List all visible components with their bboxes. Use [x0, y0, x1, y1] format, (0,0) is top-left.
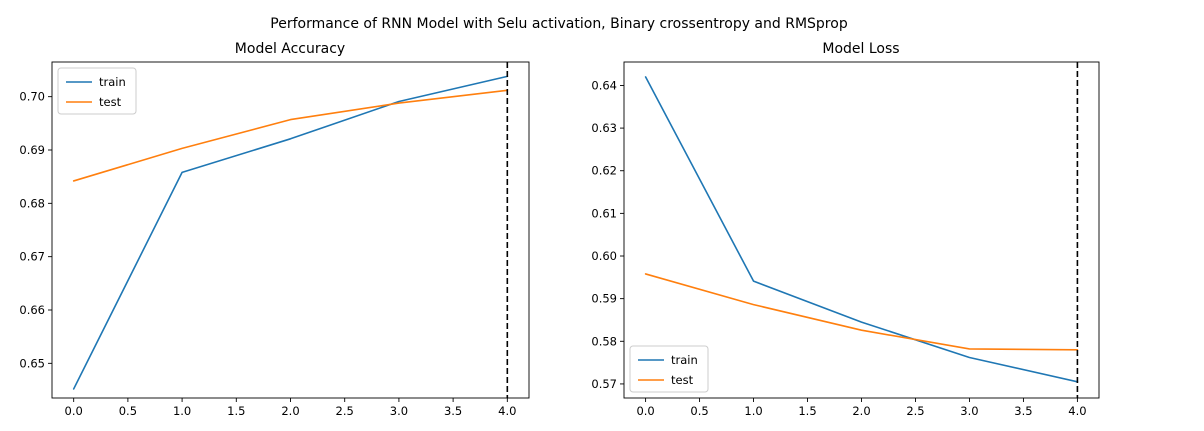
loss-legend: train test: [629, 345, 709, 393]
loss-x-tick-label: 3.0: [960, 404, 978, 418]
accuracy-legend-label-train: train: [99, 75, 126, 89]
loss-series-line-test: [644, 273, 1079, 351]
loss-y-tick-label: 0.61: [591, 206, 617, 220]
accuracy-x-tick-label: 1.5: [227, 404, 245, 418]
loss-title: Model Loss: [822, 41, 899, 57]
loss-y-tick-label: 0.57: [591, 377, 617, 391]
accuracy-x-tick-label: 2.0: [281, 404, 299, 418]
loss-x-tick-label: 2.5: [906, 404, 924, 418]
loss-series-line-train: [644, 76, 1079, 383]
loss-x-tick-label: 0.5: [690, 404, 708, 418]
loss-x-tick-label: 1.0: [744, 404, 762, 418]
accuracy-x-tick-label: 4.0: [498, 404, 516, 418]
accuracy-y-tick-label: 0.70: [19, 90, 45, 104]
accuracy-title: Model Accuracy: [235, 41, 345, 57]
accuracy-x-tick-label: 1.0: [173, 404, 191, 418]
accuracy-legend: train test: [57, 67, 137, 115]
loss-x-tick-label: 0.0: [636, 404, 654, 418]
loss-y-tick-label: 0.64: [591, 78, 617, 92]
loss-y-tick-label: 0.62: [591, 164, 617, 178]
accuracy-y-tick-label: 0.65: [19, 356, 45, 370]
accuracy-y-tick-label: 0.68: [19, 196, 45, 210]
loss-panel: Model Loss 0.0 0.5 1.0 1.5 2.0 2.5 3.0 3.5 4.00.…: [591, 41, 1100, 418]
accuracy-series-line-train: [72, 75, 509, 390]
accuracy-panel: Model Accuracy 0.0 0.5 1.0 1.5 2.0 2.5 3.0 3.5 4…: [19, 41, 530, 418]
accuracy-x-tick-label: 3.5: [444, 404, 462, 418]
loss-x-tick-label: 1.5: [798, 404, 816, 418]
accuracy-x-tick-label: 2.5: [336, 404, 354, 418]
figure-suptitle: Performance of RNN Model with Selu activ…: [270, 16, 848, 32]
loss-legend-label-train: train: [671, 353, 698, 367]
accuracy-y-tick-label: 0.69: [19, 143, 45, 157]
loss-plot-area: 0.0 0.5 1.0 1.5 2.0 2.5 3.0 3.5 4.0 0.57 0.58 0.59 0…: [591, 61, 1100, 418]
loss-y-tick-label: 0.60: [591, 249, 617, 263]
loss-x-tick-label: 4.0: [1068, 404, 1086, 418]
loss-y-tick-label: 0.58: [591, 334, 617, 348]
accuracy-legend-label-test: test: [99, 95, 122, 109]
accuracy-x-tick-label: 3.0: [390, 404, 408, 418]
loss-y-tick-label: 0.59: [591, 292, 617, 306]
accuracy-plot-area: 0.0 0.5 1.0 1.5 2.0 2.5 3.0 3.5 4.0 0.65 0.66 0.67 0…: [19, 61, 530, 418]
accuracy-series-line-test: [72, 89, 509, 182]
loss-x-tick-label: 2.0: [852, 404, 870, 418]
accuracy-y-tick-label: 0.66: [19, 303, 45, 317]
accuracy-x-tick-label: 0.0: [65, 404, 83, 418]
loss-y-tick-label: 0.63: [591, 121, 617, 135]
accuracy-x-tick-label: 0.5: [119, 404, 137, 418]
accuracy-y-tick-label: 0.67: [19, 250, 45, 264]
loss-legend-label-test: test: [671, 373, 694, 387]
loss-x-tick-label: 3.5: [1014, 404, 1032, 418]
